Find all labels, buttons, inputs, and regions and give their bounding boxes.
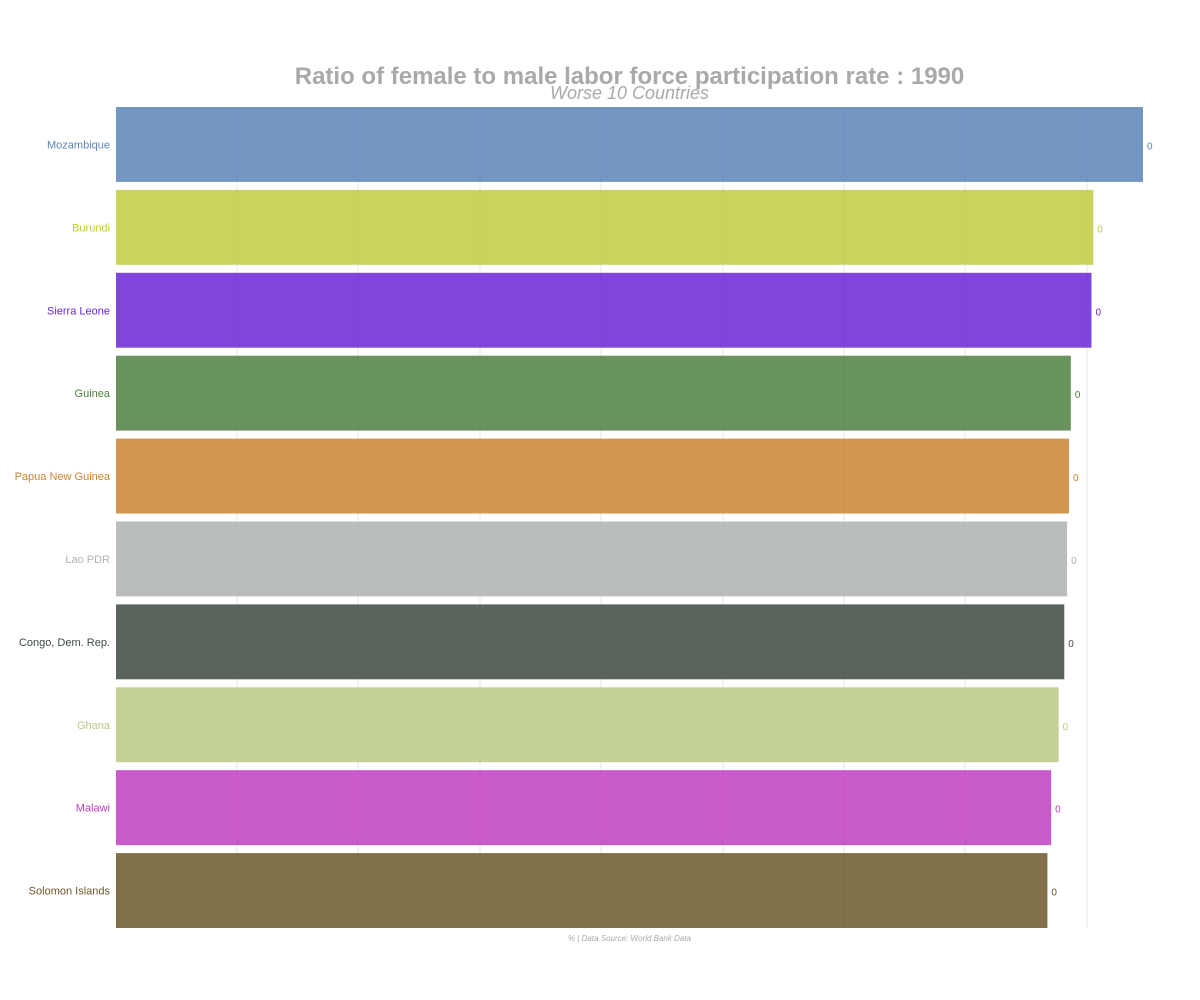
category-label: Congo, Dem. Rep. — [19, 637, 110, 649]
bar-lao-pdr — [116, 521, 1068, 597]
bars — [116, 107, 1143, 928]
value-label: 0 — [1071, 556, 1077, 567]
value-label: 0 — [1075, 390, 1081, 401]
value-label: 0 — [1095, 307, 1101, 318]
category-label: Mozambique — [47, 139, 110, 151]
category-label: Sierra Leone — [47, 305, 110, 317]
bar-congo-dem-rep — [116, 604, 1065, 680]
bar-solomon-islands — [116, 853, 1048, 928]
category-label: Solomon Islands — [29, 886, 111, 898]
category-label: Papua New Guinea — [15, 471, 111, 483]
category-label: Lao PDR — [65, 554, 110, 566]
value-label: 0 — [1068, 639, 1074, 650]
bar-guinea — [116, 355, 1071, 431]
chart-title: Ratio of female to male labor force part… — [294, 63, 965, 90]
bar-mozambique — [116, 107, 1143, 182]
category-label: Burundi — [72, 222, 110, 234]
bar-burundi — [116, 189, 1094, 265]
value-label: 0 — [1051, 888, 1057, 899]
value-label: 0 — [1147, 141, 1153, 152]
category-labels: Mozambique Burundi Sierra Leone Guinea Papua… — [15, 139, 111, 897]
category-label: Ghana — [77, 720, 111, 732]
chart-caption: % | Data Source: World Bank Data — [567, 934, 692, 943]
value-label: 0 — [1097, 224, 1103, 235]
bar-malawi — [116, 770, 1052, 846]
value-label: 0 — [1073, 473, 1079, 484]
category-label: Guinea — [75, 388, 111, 400]
chart-subtitle: Worse 10 Countries — [549, 83, 710, 103]
bar-sierra-leone — [116, 272, 1092, 348]
bar-ghana — [116, 687, 1059, 763]
value-labels: 0 0 0 0 0 0 0 0 0 0 — [1051, 141, 1153, 898]
bar-papua-new-guinea — [116, 438, 1069, 514]
value-label: 0 — [1055, 805, 1061, 816]
value-label: 0 — [1063, 722, 1069, 733]
category-label: Malawi — [76, 803, 110, 815]
